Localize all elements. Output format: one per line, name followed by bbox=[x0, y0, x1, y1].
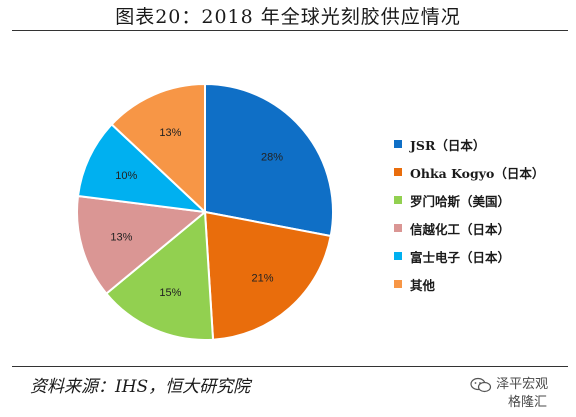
watermark: 泽平宏观 格隆汇 bbox=[470, 376, 570, 412]
wechat-icon bbox=[470, 377, 492, 392]
legend-item: 其他 bbox=[394, 270, 544, 298]
legend-swatch bbox=[394, 252, 402, 260]
chart-legend: JSR（日本） Ohka Kogyo（日本） 罗门哈斯（美国） 信越化工（日本） 富士电… bbox=[394, 130, 544, 298]
pie-value-label: 13% bbox=[159, 127, 181, 139]
legend-label: 其他 bbox=[410, 277, 436, 293]
pie-value-label: 21% bbox=[252, 272, 274, 284]
legend-label: 罗门哈斯（美国） bbox=[410, 193, 511, 209]
legend-item: Ohka Kogyo（日本） bbox=[394, 158, 544, 186]
legend-swatch bbox=[394, 280, 402, 288]
legend-item: 罗门哈斯（美国） bbox=[394, 186, 544, 214]
chart-title: 图表20：2018 年全球光刻胶供应情况 bbox=[115, 6, 461, 28]
legend-label: Ohka Kogyo（日本） bbox=[410, 165, 545, 181]
pie-slice bbox=[104, 209, 215, 341]
legend-swatch bbox=[394, 224, 402, 232]
legend-label: 信越化工（日本） bbox=[410, 221, 511, 237]
legend-item: 信越化工（日本） bbox=[394, 214, 544, 242]
top-divider bbox=[12, 30, 568, 31]
pie-value-labels: 28% 21% 15% 13% 10% 13% bbox=[110, 127, 283, 299]
legend-label: 富士电子（日本） bbox=[410, 249, 511, 265]
legend-item: 富士电子（日本） bbox=[394, 242, 544, 270]
source-note: 资料来源：IHS，恒大研究院 bbox=[30, 377, 251, 397]
legend-label: JSR（日本） bbox=[410, 137, 486, 153]
pie-slice bbox=[76, 122, 208, 214]
pie-slice bbox=[76, 194, 208, 295]
pie-slice bbox=[203, 210, 332, 341]
watermark-line1: 泽平宏观 bbox=[496, 377, 549, 392]
legend-item: JSR（日本） bbox=[394, 130, 544, 158]
legend-swatch bbox=[394, 168, 402, 176]
legend-swatch bbox=[394, 140, 402, 148]
pie-slice bbox=[204, 82, 334, 238]
legend-swatch bbox=[394, 196, 402, 204]
pie-value-label: 13% bbox=[110, 231, 132, 243]
watermark-line2: 格隆汇 bbox=[508, 395, 548, 410]
pie-slices bbox=[76, 82, 334, 341]
pie-value-label: 15% bbox=[159, 287, 181, 299]
bottom-divider bbox=[12, 366, 568, 367]
pie-slice bbox=[110, 82, 206, 215]
pie-value-label: 28% bbox=[261, 152, 283, 164]
pie-chart: 28% 21% 15% 13% 10% 13% bbox=[76, 82, 334, 341]
pie-value-label: 10% bbox=[115, 170, 137, 182]
